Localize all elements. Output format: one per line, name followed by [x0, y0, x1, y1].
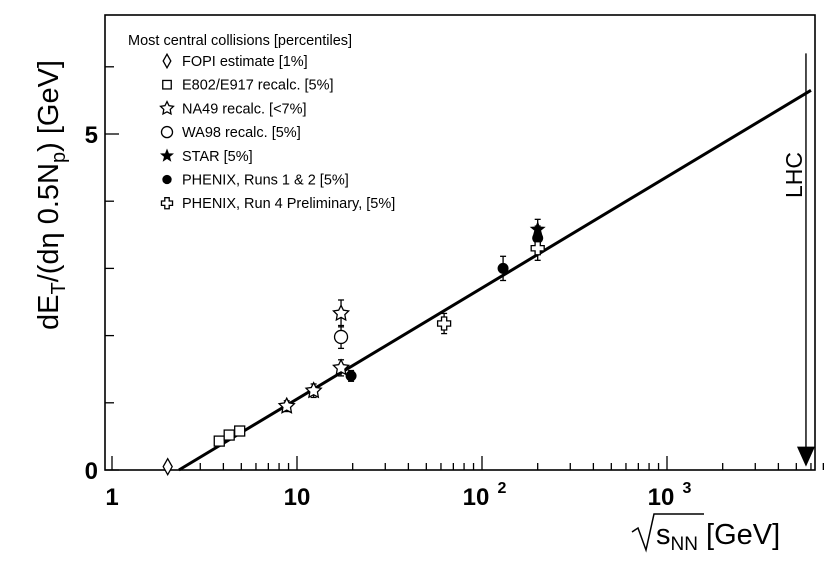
legend-label: PHENIX, Runs 1 & 2 [5%]: [182, 173, 349, 189]
lhc-annotation: LHC: [781, 53, 815, 467]
x-tick-label: 10: [463, 484, 490, 511]
data-points: [162, 218, 546, 476]
data-point-cross-open: [436, 316, 452, 331]
legend: Most central collisions [percentiles] FO…: [128, 33, 395, 212]
axis-titles: sNN [GeV] dET/(dη 0.5Np) [GeV]: [33, 60, 780, 555]
x-axis-title: sNN [GeV]: [631, 513, 780, 555]
data-point-square-open: [234, 425, 246, 437]
data-point-circle-filled: [345, 370, 357, 382]
lhc-arrow-head: [796, 446, 815, 467]
data-point-square-open: [213, 435, 225, 447]
data-point-square-open: [223, 429, 235, 441]
legend-label: NA49 recalc. [<7%]: [182, 101, 307, 117]
data-point-circle-filled: [497, 262, 509, 274]
data-point-circle-open: [333, 329, 349, 345]
data-point-star-open: [277, 396, 296, 414]
y-axis-label: dET/(dη 0.5Np) [GeV]: [33, 60, 70, 330]
legend-marker-square-open: [162, 79, 172, 90]
legend-marker-circle-filled: [162, 174, 172, 185]
plot-frame: [104, 14, 816, 471]
data-point-star-open: [332, 303, 351, 322]
sqrt-symbol: [631, 513, 704, 553]
legend-label: PHENIX, Run 4 Preliminary, [5%]: [182, 196, 395, 212]
legend-marker-diamond-open: [162, 52, 172, 70]
y-tick-label: 5: [85, 122, 98, 149]
x-tick-exponent: 3: [683, 480, 692, 497]
legend-label: E802/E917 recalc. [5%]: [182, 78, 334, 94]
fit-line: [178, 89, 812, 472]
legend-marker-star-open: [159, 100, 175, 116]
legend-marker-star-filled: [160, 148, 174, 162]
legend-label: WA98 recalc. [5%]: [182, 125, 301, 141]
legend-label: FOPI estimate [1%]: [182, 54, 308, 70]
y-tick-label: 0: [85, 458, 98, 485]
legend-label: STAR [5%]: [182, 149, 253, 165]
data-point-cross-open: [530, 241, 545, 256]
lhc-label: LHC: [781, 152, 807, 198]
data-point-star-open: [304, 381, 323, 399]
x-tick-label: 10: [284, 484, 311, 511]
legend-title: Most central collisions [percentiles]: [128, 33, 352, 49]
x-tick-exponent: 2: [498, 480, 507, 497]
data-point-star-open: [332, 358, 351, 376]
legend-marker-cross-open: [160, 197, 174, 210]
legend-marker-circle-open: [160, 125, 174, 139]
axis-ticks: 1 10 10 2 10 3 0 5: [85, 66, 824, 511]
x-tick-label: 10: [648, 484, 675, 511]
fit-layer: [178, 89, 812, 472]
x-tick-label: 1: [105, 484, 118, 511]
data-point-diamond-open: [162, 457, 173, 476]
x-axis-label: sNN [GeV]: [656, 519, 780, 555]
